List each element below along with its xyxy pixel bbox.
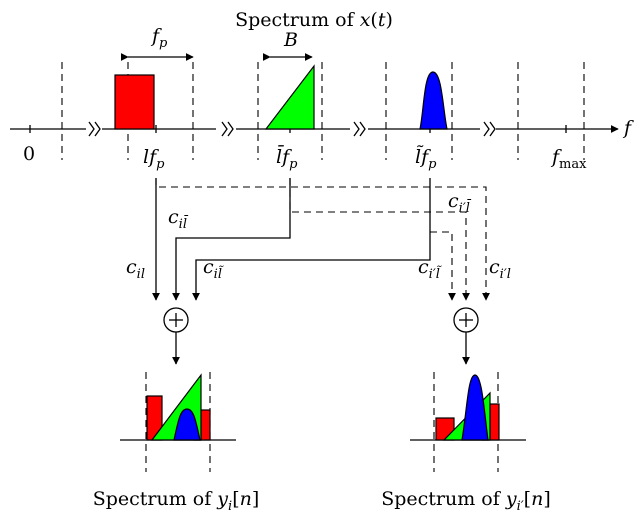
coef-c-il-bar: cil̄ (168, 206, 189, 232)
right-output-title: Spectrum of yi′[n] (381, 488, 551, 514)
fp-label: fp (150, 25, 168, 51)
green-band-label: l̄fp (276, 144, 298, 172)
red-band-label: lfp (143, 146, 165, 172)
right-adder (453, 307, 479, 333)
fmax-label: fmax (550, 146, 587, 172)
left-output-title: Spectrum of yi[n] (93, 488, 260, 514)
blue-band-label: l̃fp (415, 145, 437, 172)
right-output-spectrum (410, 372, 526, 472)
B-label: B (283, 29, 298, 51)
left-routing (152, 178, 431, 301)
red-band (114, 74, 155, 130)
f-axis-label: f (622, 117, 634, 139)
coef-c-il: cil (126, 256, 145, 282)
right-routing (155, 178, 490, 301)
coef-c-i2l: ci′l (489, 256, 511, 282)
left-output-spectrum (120, 372, 236, 472)
green-band (264, 64, 315, 130)
blue-band (419, 71, 448, 130)
left-adder (163, 307, 189, 333)
zero-label: 0 (23, 143, 35, 165)
diagram-title: Spectrum of x(t) (235, 9, 393, 31)
axis-break-marks (88, 121, 496, 137)
